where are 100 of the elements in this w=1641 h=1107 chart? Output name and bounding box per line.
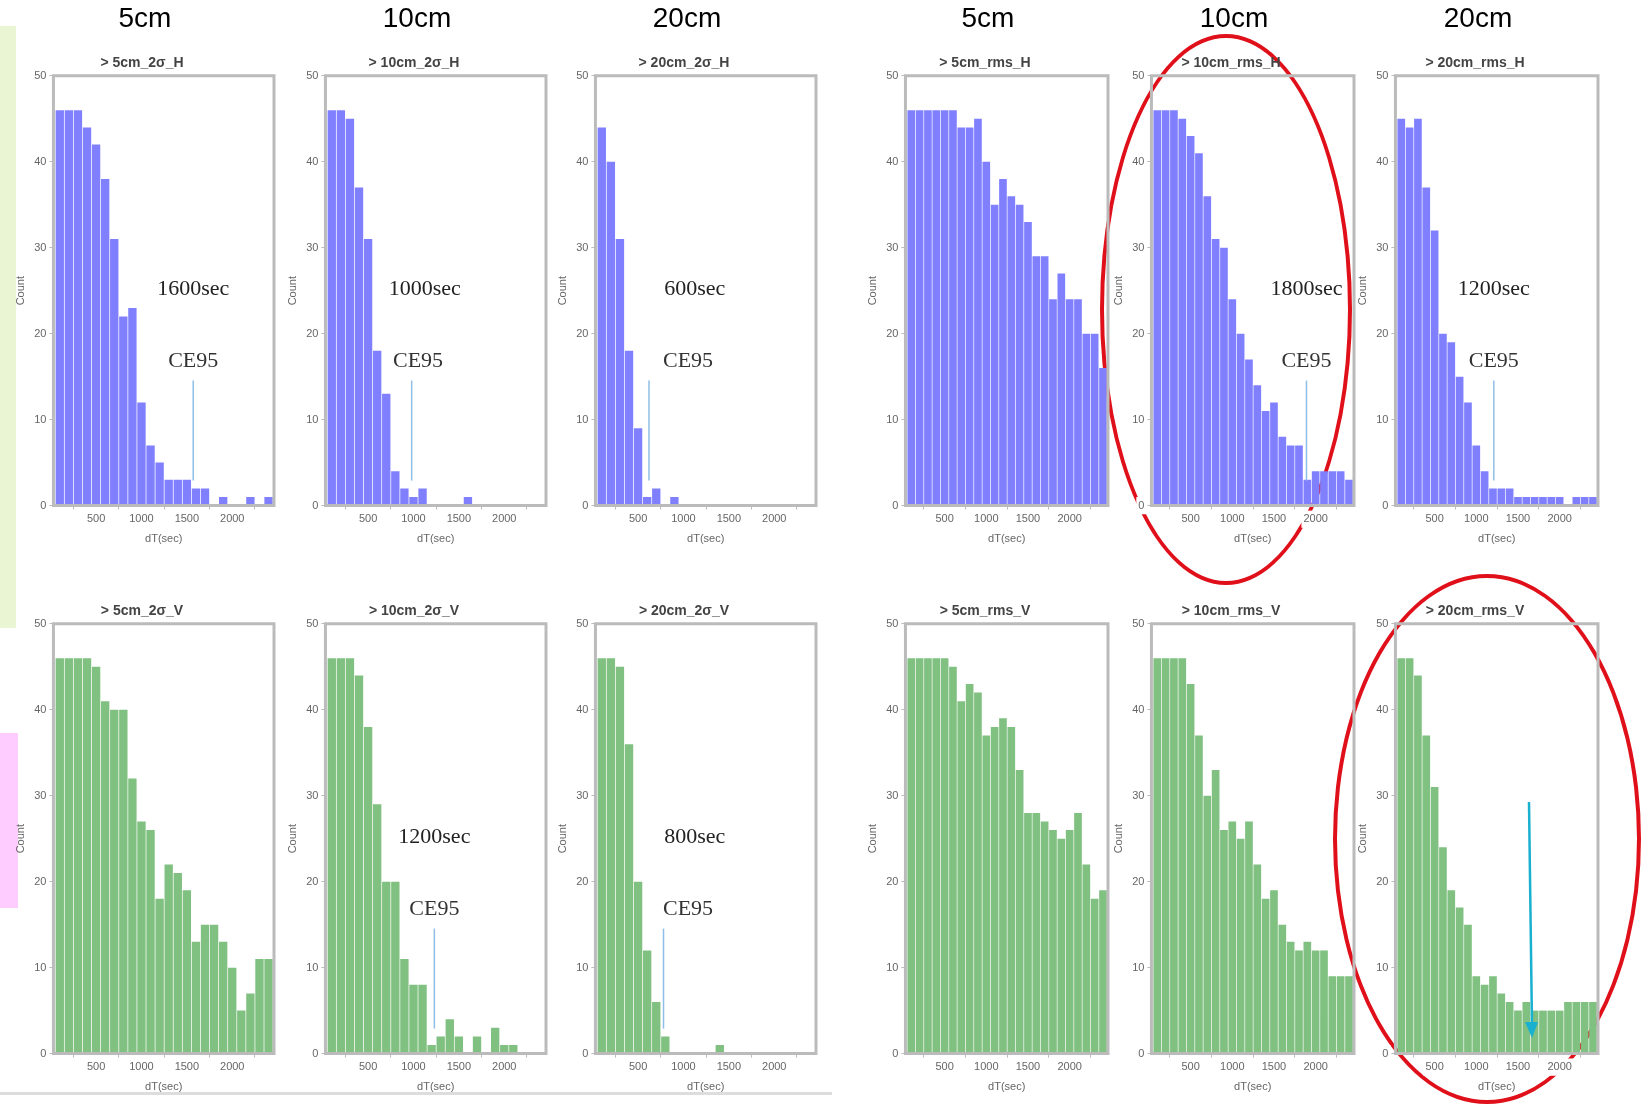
x-axis-title: dT(sec) <box>1478 1080 1516 1093</box>
y-tick-label: 40 <box>1376 702 1389 715</box>
annotation: 1800sec <box>1270 275 1343 301</box>
x-tick-label: 1500 <box>446 1060 472 1073</box>
ref-line-label: CE95 <box>1468 347 1519 373</box>
y-tick-label: 30 <box>306 240 319 253</box>
x-tick-label: 1000 <box>401 512 426 525</box>
y-axis-title: Count <box>1111 276 1124 306</box>
x-tick-label: 2000 <box>762 512 787 525</box>
y-axis-title: Count <box>555 276 568 306</box>
x-tick-label: 2000 <box>220 1060 245 1073</box>
ref-line-label: CE95 <box>663 347 714 373</box>
x-tick-label: 1500 <box>1015 512 1041 525</box>
x-tick-label: 500 <box>1181 1060 1200 1073</box>
chart-title: > 20cm_rms_V <box>1425 602 1525 619</box>
chart-subtitle: 5cm <box>960 1 1016 35</box>
y-tick-label: 30 <box>34 240 47 253</box>
y-tick-label: 20 <box>306 874 319 887</box>
y-tick-label: 0 <box>892 1046 899 1059</box>
y-tick-label: 20 <box>34 874 47 887</box>
y-tick-label: 50 <box>576 68 589 81</box>
x-axis-title: dT(sec) <box>417 532 455 545</box>
y-tick-label: 50 <box>886 68 899 81</box>
y-tick-label: 10 <box>576 412 589 425</box>
x-tick-label: 1000 <box>671 1060 696 1073</box>
y-tick-label: 40 <box>886 702 899 715</box>
y-tick-label: 30 <box>1376 788 1389 801</box>
x-tick-label: 1000 <box>671 512 696 525</box>
x-tick-label: 1000 <box>401 1060 426 1073</box>
y-tick-label: 30 <box>886 788 899 801</box>
y-tick-label: 0 <box>582 1046 589 1059</box>
y-tick-label: 10 <box>1132 960 1145 973</box>
chart-subtitle: 10cm <box>381 1 453 35</box>
ref-line-label: CE95 <box>393 347 444 373</box>
x-tick-label: 500 <box>358 512 378 525</box>
annotation: 1200sec <box>1457 275 1531 301</box>
y-axis-title: Count <box>1355 276 1368 306</box>
annotation: 1600sec <box>157 275 230 301</box>
y-tick-label: 50 <box>886 616 899 629</box>
y-tick-label: 40 <box>886 154 899 167</box>
x-tick-label: 1500 <box>174 512 200 525</box>
chart-title: > 5cm_rms_V <box>939 602 1031 619</box>
x-tick-label: 500 <box>935 1060 954 1073</box>
chart-title: > 10cm_2σ_V <box>368 602 460 619</box>
x-axis-title: dT(sec) <box>988 1080 1026 1093</box>
y-tick-label: 30 <box>34 788 47 801</box>
x-tick-label: 2000 <box>220 512 245 525</box>
y-tick-label: 0 <box>1138 498 1145 511</box>
y-axis-title: Count <box>285 824 298 854</box>
y-tick-label: 20 <box>886 874 899 887</box>
x-tick-label: 1000 <box>1220 1060 1245 1073</box>
x-tick-label: 1500 <box>1505 512 1531 525</box>
y-tick-label: 30 <box>1132 240 1145 253</box>
y-tick-label: 10 <box>1376 412 1389 425</box>
chart-title: > 20cm_rms_H <box>1425 54 1525 71</box>
y-tick-label: 10 <box>34 960 47 973</box>
x-tick-label: 1500 <box>446 512 472 525</box>
y-tick-label: 0 <box>1382 1046 1389 1059</box>
y-tick-label: 30 <box>306 788 319 801</box>
chart-subtitle: 5cm <box>117 1 173 35</box>
y-tick-label: 10 <box>1376 960 1389 973</box>
x-tick-label: 2000 <box>492 512 517 525</box>
x-tick-label: 1500 <box>1261 512 1287 525</box>
chart-title: > 5cm_2σ_V <box>100 602 184 619</box>
y-tick-label: 10 <box>1132 412 1145 425</box>
x-tick-label: 1500 <box>1015 1060 1041 1073</box>
y-tick-label: 40 <box>34 702 47 715</box>
x-tick-label: 2000 <box>762 1060 787 1073</box>
chart-title: > 10cm_2σ_H <box>368 54 460 71</box>
x-axis-title: dT(sec) <box>1234 1080 1272 1093</box>
chart-subtitle: 10cm <box>1198 1 1270 35</box>
x-tick-label: 500 <box>1181 512 1200 525</box>
chart-title: > 20cm_2σ_H <box>638 54 730 71</box>
y-tick-label: 10 <box>886 412 899 425</box>
y-tick-label: 0 <box>892 498 899 511</box>
x-tick-label: 1500 <box>716 512 742 525</box>
y-tick-label: 50 <box>576 616 589 629</box>
y-tick-label: 20 <box>576 326 589 339</box>
y-tick-label: 10 <box>306 960 319 973</box>
x-tick-label: 2000 <box>1547 512 1572 525</box>
ref-line-label: CE95 <box>663 895 714 921</box>
x-tick-label: 500 <box>628 1060 648 1073</box>
chart-title: > 5cm_rms_H <box>939 54 1031 71</box>
y-tick-label: 40 <box>306 702 319 715</box>
x-tick-label: 1000 <box>1220 512 1245 525</box>
y-axis-title: Count <box>865 824 878 854</box>
x-tick-label: 2000 <box>1057 512 1082 525</box>
y-tick-label: 0 <box>312 1046 319 1059</box>
y-tick-label: 20 <box>576 874 589 887</box>
y-tick-label: 10 <box>886 960 899 973</box>
x-tick-label: 1000 <box>974 512 999 525</box>
ref-line-label: CE95 <box>168 347 219 373</box>
x-tick-label: 1000 <box>129 1060 154 1073</box>
y-tick-label: 30 <box>576 240 589 253</box>
y-tick-label: 0 <box>312 498 319 511</box>
x-tick-label: 1500 <box>1261 1060 1287 1073</box>
x-axis-title: dT(sec) <box>1478 532 1516 545</box>
y-tick-label: 40 <box>576 154 589 167</box>
x-axis-title: dT(sec) <box>687 532 725 545</box>
y-tick-label: 40 <box>1132 154 1145 167</box>
